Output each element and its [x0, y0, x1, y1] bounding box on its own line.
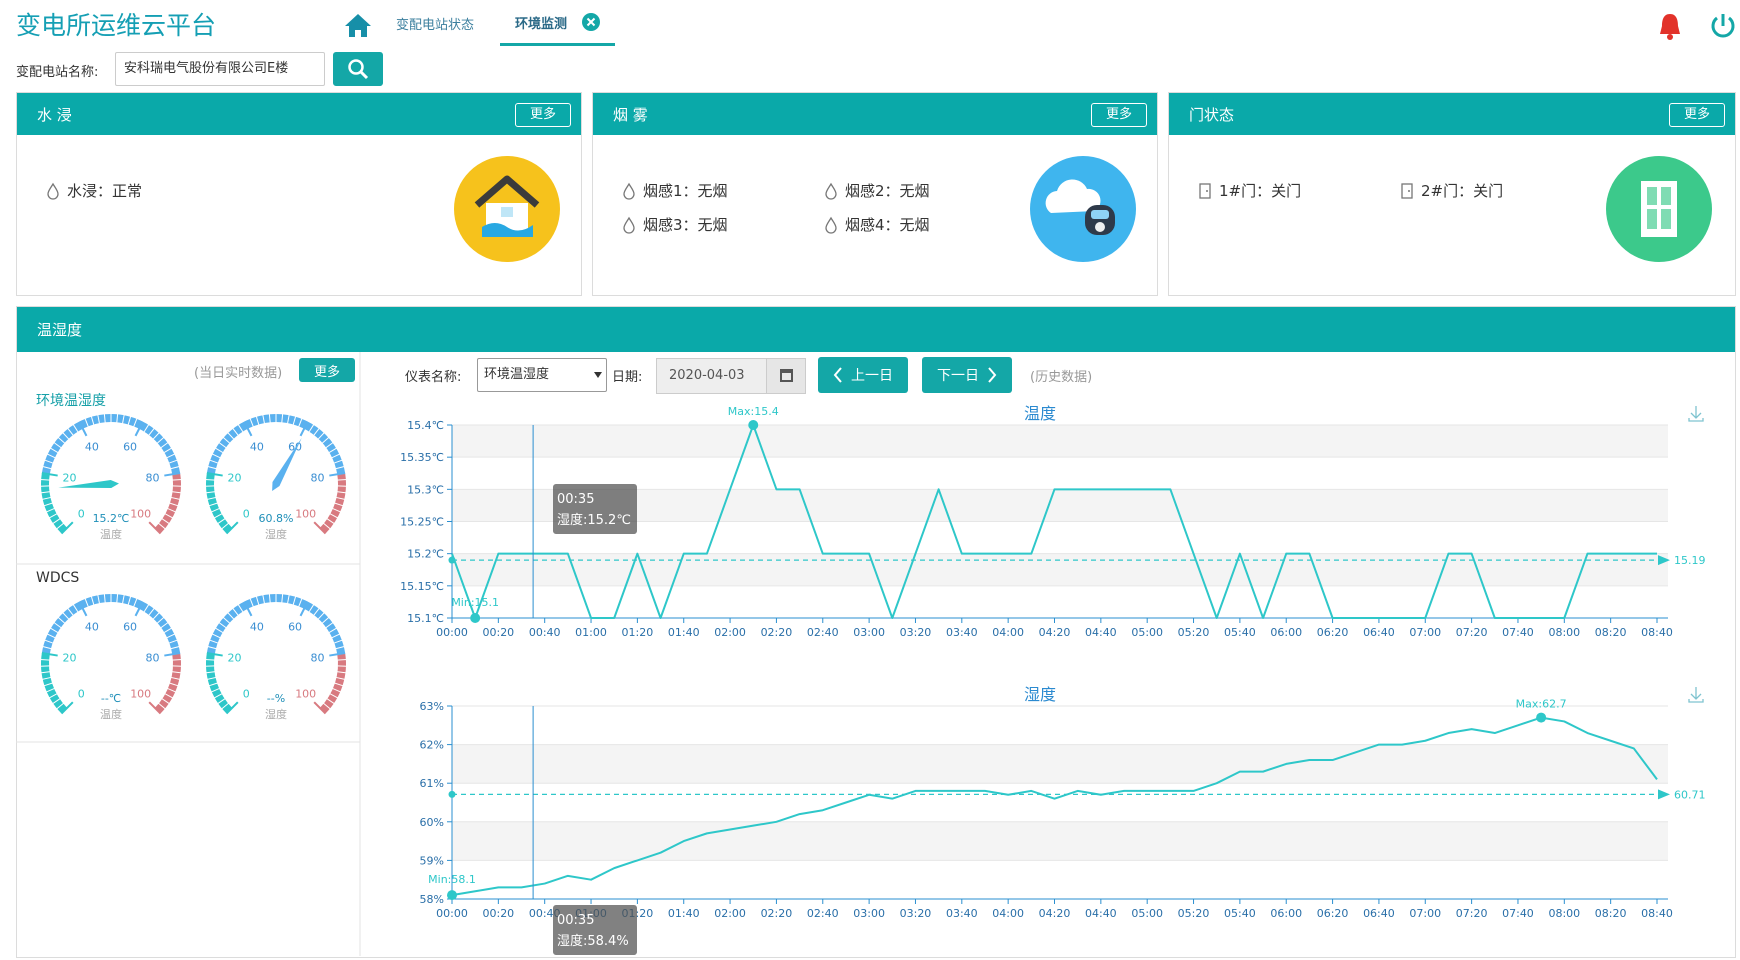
smoke-icon: [623, 216, 635, 234]
bell-icon[interactable]: [1658, 12, 1682, 42]
power-icon[interactable]: [1708, 11, 1738, 41]
status-item: 2#门：关门: [1399, 180, 1503, 201]
door-icon: [1199, 182, 1211, 199]
button-label: 下一日: [937, 368, 979, 384]
status-text: 2#门：关门: [1421, 182, 1504, 200]
card-title: 烟 雾: [613, 106, 648, 124]
date-input[interactable]: 2020-04-03: [656, 358, 806, 394]
smoke-big-icon: [1030, 156, 1136, 262]
water-card: 水 浸 更多 水浸：正常: [16, 92, 582, 296]
door-icon: [1401, 182, 1413, 199]
status-text: 水浸：正常: [67, 182, 143, 200]
card-title: 水 浸: [37, 106, 72, 124]
status-item: 烟感4：无烟: [823, 214, 930, 235]
status-text: 烟感3：无烟: [643, 216, 728, 234]
tab-underline: [500, 43, 615, 46]
smoke-card: 烟 雾 更多 烟感1：无烟 烟感2：无烟 烟感3：无烟 烟感4：无烟: [592, 92, 1158, 296]
tab-active[interactable]: 环境监测: [515, 17, 568, 32]
gauge-group-title: 环境温湿度: [36, 393, 106, 409]
chevron-right: [988, 367, 997, 383]
next-day-button[interactable]: 下一日: [922, 357, 1012, 393]
card-header: 门状态 更多: [1169, 93, 1735, 135]
door-big-icon: [1606, 156, 1712, 262]
status-item: 烟感2：无烟: [823, 180, 930, 201]
section-title: 温湿度: [37, 321, 83, 339]
water-icon: [454, 156, 560, 262]
smoke-icon: [825, 182, 837, 200]
card-header: 烟 雾 更多: [593, 93, 1157, 135]
button-label: 上一日: [851, 368, 893, 384]
tab-close[interactable]: [581, 12, 601, 32]
station-input[interactable]: 安科瑞电气股份有限公司E楼: [115, 52, 325, 86]
app-title: 变电所运维云平台: [16, 11, 217, 40]
meter-label: 仪表名称:: [405, 370, 462, 385]
tab[interactable]: 变配电站状态: [396, 18, 475, 33]
card-header: 水 浸 更多: [17, 93, 581, 135]
more-button[interactable]: 更多: [1091, 103, 1147, 127]
more-button[interactable]: 更多: [1669, 103, 1725, 127]
status-item: 水浸：正常: [45, 180, 142, 201]
status-text: 1#门：关门: [1219, 182, 1302, 200]
section-header: 温湿度: [17, 307, 1735, 352]
home-icon[interactable]: [344, 12, 372, 38]
search-label: 变配电站名称:: [16, 65, 99, 80]
search-button[interactable]: [333, 52, 383, 86]
card-title: 门状态: [1189, 106, 1235, 124]
smoke-icon: [623, 182, 635, 200]
select-arrow: [594, 372, 602, 378]
drop-icon: [47, 182, 59, 200]
th-section: 温湿度: [16, 306, 1736, 958]
status-text: 烟感1：无烟: [643, 182, 728, 200]
search-icon: [348, 59, 369, 80]
realtime-note: (当日实时数据): [194, 366, 283, 381]
gauge-group-title: WDCS: [36, 570, 80, 586]
more-button[interactable]: 更多: [515, 103, 571, 127]
status-item: 烟感1：无烟: [621, 180, 728, 201]
status-item: 1#门：关门: [1197, 180, 1301, 201]
calendar-icon: [766, 359, 805, 393]
prev-day-button[interactable]: 上一日: [818, 357, 908, 393]
date-label: 日期:: [612, 370, 643, 385]
door-card: 门状态 更多 1#门：关门 2#门：关门: [1168, 92, 1736, 296]
meter-value: 环境温湿度: [484, 367, 550, 382]
chevron-left: [833, 367, 842, 383]
smoke-icon: [825, 216, 837, 234]
date-value: 2020-04-03: [669, 368, 745, 383]
status-item: 烟感3：无烟: [621, 214, 728, 235]
meter-select[interactable]: 环境温湿度: [477, 358, 607, 392]
history-note: (历史数据): [1030, 370, 1093, 385]
status-text: 烟感4：无烟: [845, 216, 930, 234]
more-button[interactable]: 更多: [299, 358, 355, 382]
status-text: 烟感2：无烟: [845, 182, 930, 200]
